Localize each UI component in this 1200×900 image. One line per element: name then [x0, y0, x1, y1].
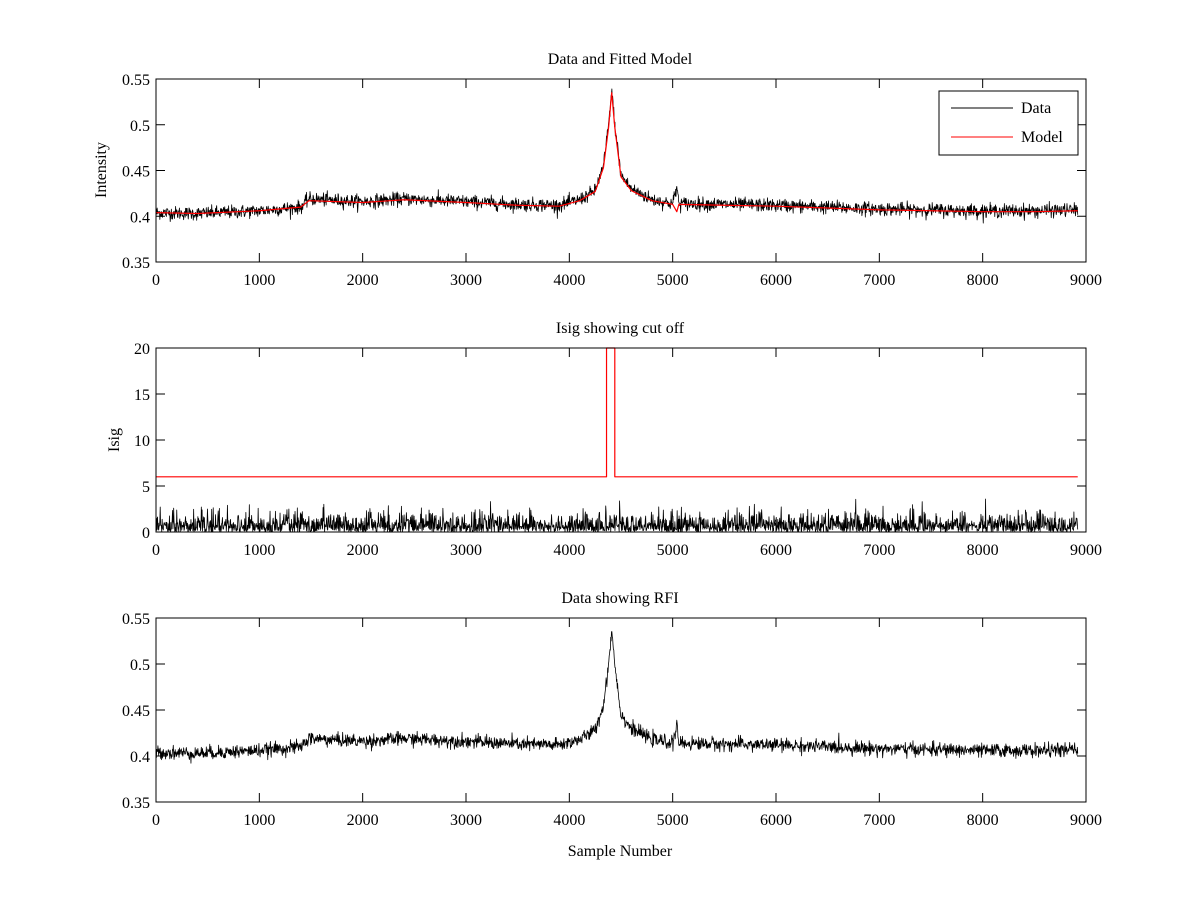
- panel-2-axes-box: [156, 348, 1086, 532]
- x-tick-label: 1000: [243, 272, 275, 289]
- x-tick-label: 9000: [1070, 542, 1102, 559]
- y-tick-label: 0.35: [122, 795, 150, 812]
- x-tick-label: 0: [152, 272, 160, 289]
- panel-1-title: Data and Fitted Model: [548, 51, 693, 68]
- x-tick-label: 7000: [863, 542, 895, 559]
- y-tick-label: 0.4: [130, 749, 150, 766]
- series-line-isig: [155, 498, 1079, 533]
- y-tick-label: 0.35: [122, 255, 150, 272]
- panel-2-title: Isig showing cut off: [556, 320, 685, 337]
- panel-3-axes-frame: [155, 617, 1087, 803]
- x-tick-label: 3000: [450, 542, 482, 559]
- panel-2-ylabel: Isig: [106, 428, 123, 452]
- x-tick-label: 2000: [347, 542, 379, 559]
- y-tick-label: 0.5: [130, 118, 150, 135]
- panel-isig: Isig showing cut off Isig 0 1000 2000 3000 4…: [106, 320, 1102, 559]
- x-tick-label: 3000: [450, 272, 482, 289]
- panel-3-title: Data showing RFI: [561, 590, 678, 607]
- y-tick-label: 0.45: [122, 164, 150, 181]
- x-tick-label: 0: [152, 812, 160, 829]
- x-tick-label: 5000: [657, 542, 689, 559]
- x-tick-label: 0: [152, 542, 160, 559]
- y-tick-label: 5: [142, 479, 150, 496]
- y-tick-label: 0.4: [130, 209, 150, 226]
- x-tick-label: 1000: [243, 542, 275, 559]
- y-tick-label: 0.55: [122, 72, 150, 89]
- x-tick-label: 4000: [553, 272, 585, 289]
- panel-data-rfi: Data showing RFI Sample Number 0 1000 2000…: [122, 590, 1102, 860]
- y-tick-label: 0.45: [122, 703, 150, 720]
- panel-2-axes-frame: [155, 347, 1087, 533]
- panel-3-ticks: 0 1000 2000 3000 4000 5000 6000 7000 8000 9000 0.3…: [122, 611, 1102, 829]
- x-tick-label: 3000: [450, 812, 482, 829]
- x-tick-label: 1000: [243, 812, 275, 829]
- panel-3-series-layer: [155, 631, 1079, 764]
- x-tick-label: 9000: [1070, 272, 1102, 289]
- x-tick-label: 8000: [967, 542, 999, 559]
- panel-1-ylabel: Intensity: [93, 142, 110, 198]
- panel-1-ticks: 0 1000 2000 3000 4000 5000 6000 7000 8000 9000 0.3…: [122, 72, 1102, 289]
- x-tick-label: 7000: [863, 812, 895, 829]
- x-tick-label: 4000: [553, 812, 585, 829]
- x-tick-label: 6000: [760, 812, 792, 829]
- y-tick-label: 0.55: [122, 611, 150, 628]
- legend-label-data: Data: [1021, 100, 1051, 117]
- series-line-data: [155, 631, 1079, 764]
- y-tick-label: 20: [134, 341, 150, 358]
- x-tick-label: 2000: [347, 272, 379, 289]
- y-tick-label: 0.5: [130, 657, 150, 674]
- y-tick-label: 0: [142, 525, 150, 542]
- legend-label-model: Model: [1021, 129, 1063, 146]
- x-tick-label: 7000: [863, 272, 895, 289]
- panel-3-xlabel: Sample Number: [568, 843, 673, 860]
- legend: Data Model: [938, 90, 1079, 156]
- panel-3-axes-box: [156, 618, 1086, 802]
- panel-data-and-model: Data and Fitted Model Intensity 0 1000 200…: [93, 51, 1102, 289]
- x-tick-label: 8000: [967, 272, 999, 289]
- x-tick-label: 4000: [553, 542, 585, 559]
- legend-box: [938, 90, 1079, 156]
- series-line-model: [155, 92, 1078, 215]
- y-tick-label: 10: [134, 433, 150, 450]
- panel-1-axes-frame: [155, 78, 1087, 263]
- x-tick-label: 6000: [760, 272, 792, 289]
- y-tick-label: 15: [134, 387, 150, 404]
- x-tick-label: 8000: [967, 812, 999, 829]
- x-tick-label: 6000: [760, 542, 792, 559]
- panel-1-series-layer: [155, 88, 1079, 224]
- x-tick-label: 2000: [347, 812, 379, 829]
- panel-1-axes-box: [156, 79, 1086, 262]
- x-tick-label: 9000: [1070, 812, 1102, 829]
- x-tick-label: 5000: [657, 812, 689, 829]
- x-tick-label: 5000: [657, 272, 689, 289]
